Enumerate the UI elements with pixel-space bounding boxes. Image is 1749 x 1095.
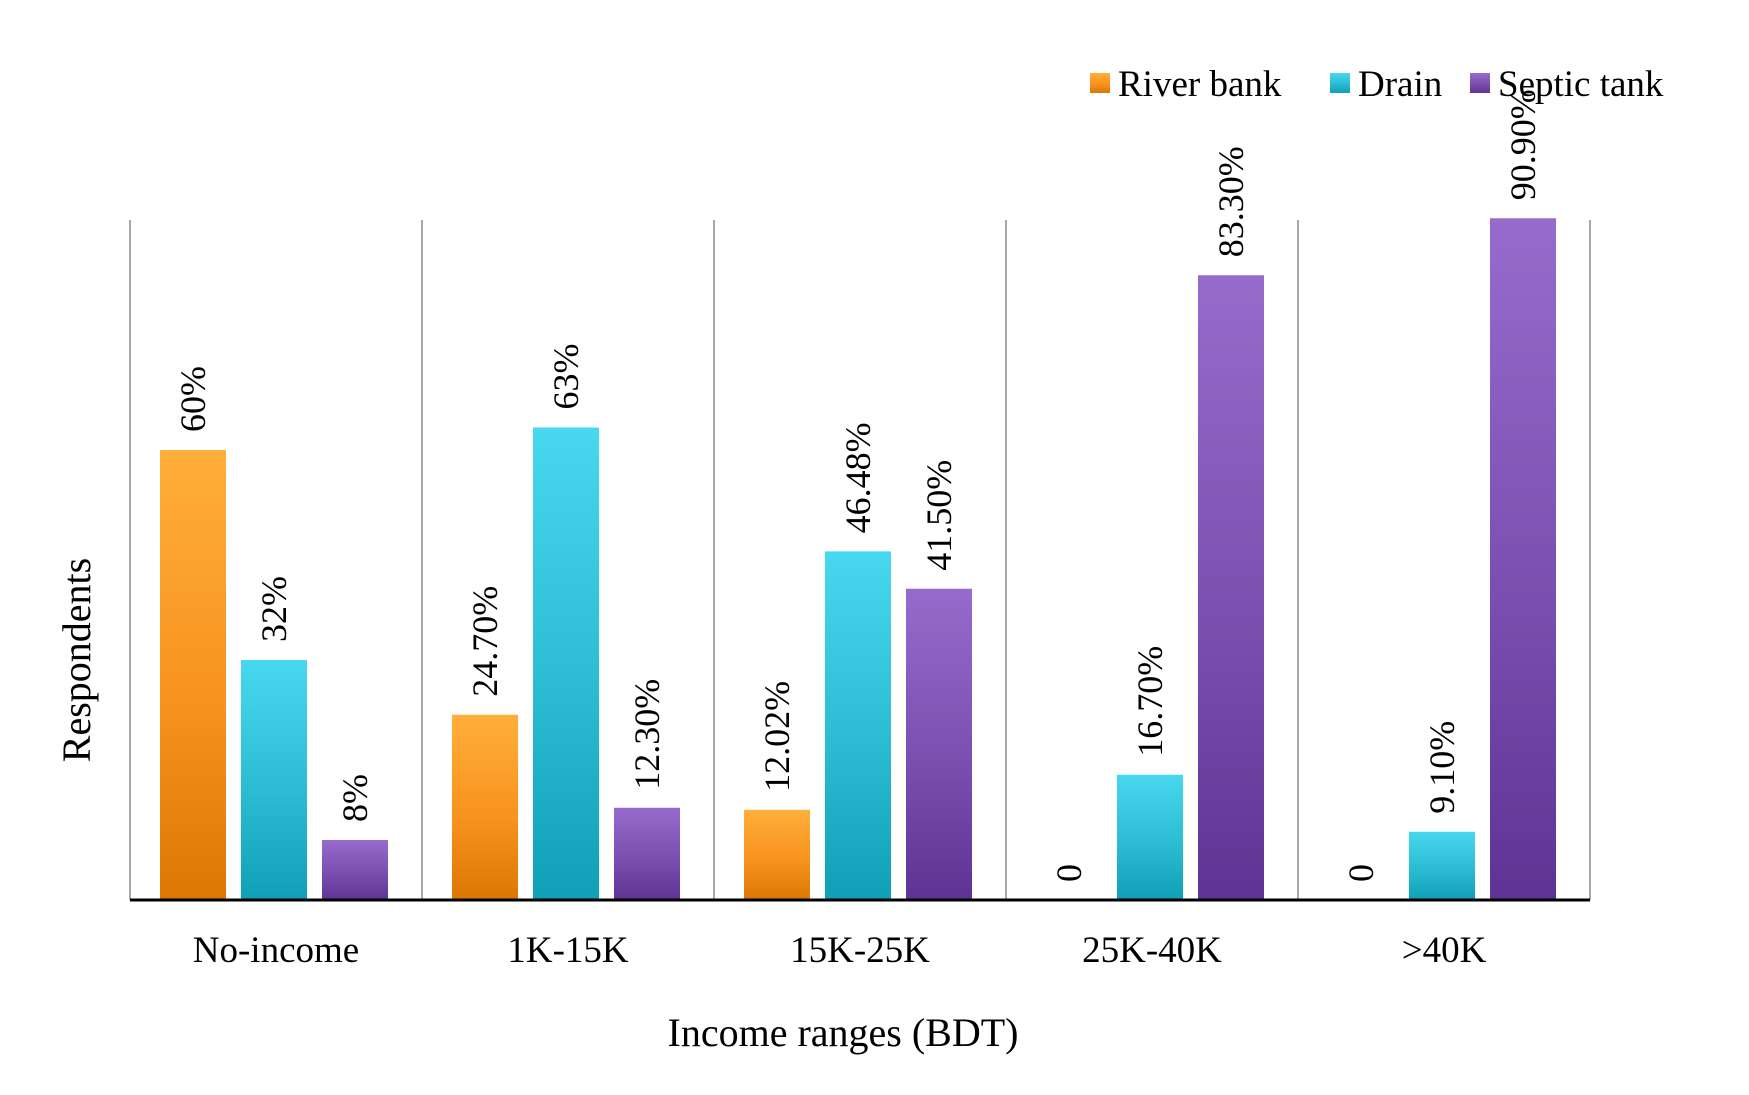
category-label-15k-25k: 15K-25K — [790, 930, 930, 971]
category-label-40k: >40K — [1402, 930, 1487, 971]
bar-drain-40k — [1409, 831, 1475, 900]
legend-label-drain: Drain — [1358, 64, 1442, 105]
y-axis-title: Respondents — [54, 558, 99, 762]
bar-drain-15k-25k — [825, 551, 891, 900]
bar-septic-tank-40k — [1490, 218, 1556, 900]
bar-drain-25k-40k — [1117, 774, 1183, 900]
data-labels-layer: 60% 32% 8% 24.70% 63% 12.30% 12.02% 46.48% 41.50… — [173, 89, 1543, 882]
x-axis-title: Income ranges (BDT) — [668, 1010, 1019, 1055]
data-label-septic-tank-40k: 90.90% — [1503, 89, 1543, 200]
bar-drain-no-income — [241, 660, 307, 900]
bar-septic-tank-no-income — [322, 840, 388, 900]
data-label-septic-tank-25k-40k: 83.30% — [1211, 146, 1251, 257]
legend-label-septic-tank: Septic tank — [1498, 64, 1664, 105]
data-label-septic-tank-1k-15k: 12.30% — [627, 679, 667, 790]
data-label-river-bank-no-income: 60% — [173, 366, 213, 432]
data-label-river-bank-40k: 0 — [1341, 864, 1381, 882]
legend-label-river-bank: River bank — [1118, 64, 1282, 105]
data-label-drain-1k-15k: 63% — [546, 344, 586, 410]
bar-river-bank-1k-15k — [452, 714, 518, 900]
bar-river-bank-no-income — [160, 450, 226, 900]
legend-swatch-drain — [1330, 73, 1350, 93]
data-label-septic-tank-15k-25k: 41.50% — [919, 460, 959, 571]
data-label-river-bank-15k-25k: 12.02% — [757, 681, 797, 792]
bar-septic-tank-1k-15k — [614, 807, 680, 900]
data-label-river-bank-1k-15k: 24.70% — [465, 586, 505, 697]
category-separators — [129, 220, 1591, 900]
data-label-river-bank-25k-40k: 0 — [1049, 864, 1089, 882]
bar-drain-1k-15k — [533, 427, 599, 900]
bar-septic-tank-15k-25k — [906, 588, 972, 900]
data-label-drain-40k: 9.10% — [1422, 721, 1462, 814]
bar-river-bank-15k-25k — [744, 809, 810, 900]
data-label-drain-15k-25k: 46.48% — [838, 422, 878, 533]
legend: River bank Drain Septic tank — [1090, 64, 1664, 105]
category-labels: No-income 1K-15K 15K-25K 25K-40K >40K — [193, 930, 1487, 971]
data-label-drain-no-income: 32% — [254, 576, 294, 642]
category-label-25k-40k: 25K-40K — [1082, 930, 1222, 971]
bar-septic-tank-25k-40k — [1198, 275, 1264, 900]
category-label-no-income: No-income — [193, 930, 359, 971]
legend-swatch-septic-tank — [1470, 73, 1490, 93]
data-label-drain-25k-40k: 16.70% — [1130, 646, 1170, 757]
legend-swatch-river-bank — [1090, 73, 1110, 93]
category-label-1k-15k: 1K-15K — [507, 930, 629, 971]
bars-layer — [160, 218, 1556, 900]
data-label-septic-tank-no-income: 8% — [335, 774, 375, 822]
